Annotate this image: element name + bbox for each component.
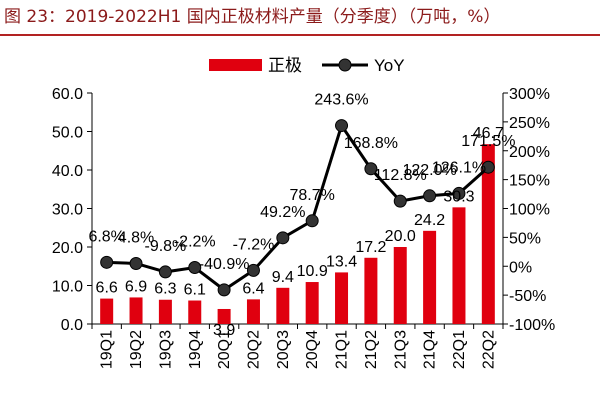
yoy-marker	[100, 255, 114, 269]
yoy-value-label: 4.8%	[118, 229, 154, 246]
yoy-value-label: 171.5%	[461, 133, 515, 150]
yoy-value-label: 78.7%	[289, 187, 334, 204]
right-y-tick-label: 0%	[509, 259, 532, 276]
bar	[393, 247, 407, 324]
bar-value-label: 6.1	[184, 282, 206, 299]
left-y-tick-label: 40.0	[52, 163, 83, 180]
x-tick-label: 20Q4	[304, 330, 321, 369]
yoy-marker	[423, 189, 437, 203]
right-y-tick-label: 50%	[509, 230, 541, 247]
legend-swatch-bar	[209, 59, 262, 71]
right-y-tick-label: 200%	[509, 144, 550, 161]
yoy-value-label: 112.8%	[374, 167, 427, 184]
right-y-tick-label: 100%	[509, 202, 550, 219]
bar-value-label: 6.3	[154, 281, 176, 298]
bar	[305, 282, 319, 324]
bar	[100, 298, 114, 324]
legend-label-bar: 正极	[268, 56, 302, 75]
figure-title: 图 23：2019-2022H1 国内正极材料产量（分季度）（万吨，%）	[4, 7, 501, 27]
x-tick-label: 19Q1	[99, 330, 116, 369]
bar	[423, 230, 437, 324]
yoy-value-label: 6.8%	[88, 228, 124, 245]
right-y-tick-label: 250%	[509, 115, 550, 132]
bar	[188, 300, 202, 324]
bar-value-label: 10.9	[297, 263, 328, 280]
yoy-value-label: 243.6%	[314, 92, 368, 109]
bar	[276, 287, 290, 324]
x-tick-label: 19Q4	[187, 330, 204, 369]
yoy-marker	[393, 194, 407, 208]
bar-value-label: 17.2	[355, 239, 386, 256]
yoy-marker	[129, 256, 143, 270]
legend-swatch-marker	[338, 58, 352, 72]
x-tick-label: 21Q3	[392, 330, 409, 369]
x-tick-label: 20Q2	[245, 330, 262, 369]
bar-value-label: 3.9	[213, 322, 235, 339]
bar	[158, 299, 172, 324]
bar	[481, 144, 495, 324]
bar-value-label: 6.4	[242, 280, 264, 297]
left-y-tick-label: 20.0	[52, 240, 83, 257]
bar	[364, 257, 378, 324]
bar-value-label: 9.4	[272, 269, 294, 286]
yoy-marker	[188, 261, 202, 275]
yoy-marker	[305, 214, 319, 228]
yoy-marker	[335, 119, 349, 133]
right-y-tick-label: 300%	[509, 86, 550, 103]
bar	[335, 272, 349, 324]
yoy-marker	[481, 160, 495, 174]
x-tick-label: 19Q2	[128, 330, 145, 369]
legend-label-line: YoY	[374, 56, 405, 75]
x-tick-label: 19Q3	[157, 330, 174, 369]
yoy-value-label: -2.2%	[174, 234, 216, 251]
yoy-value-label: -40.9%	[199, 256, 250, 273]
left-y-tick-label: 60.0	[52, 86, 83, 103]
yoy-value-label: 49.2%	[260, 204, 305, 221]
bar	[452, 207, 466, 324]
yoy-value-label: -9.8%	[144, 238, 186, 255]
title-rule	[0, 34, 600, 36]
x-tick-label: 20Q1	[216, 330, 233, 369]
yoy-value-label: 168.8%	[344, 135, 398, 152]
yoy-marker	[452, 186, 466, 200]
x-tick-label: 21Q1	[334, 330, 351, 369]
bar	[129, 297, 143, 324]
bar-value-label: 6.6	[96, 280, 118, 297]
yoy-value-label: -7.2%	[233, 236, 275, 253]
bar-value-label: 20.0	[385, 228, 416, 245]
yoy-marker	[158, 265, 172, 279]
left-y-tick-label: 30.0	[52, 202, 83, 219]
left-y-tick-label: 50.0	[52, 125, 83, 142]
bar-value-label: 13.4	[326, 253, 357, 270]
x-tick-label: 20Q3	[275, 330, 292, 369]
right-y-tick-label: 150%	[509, 173, 550, 190]
yoy-marker	[217, 283, 231, 297]
x-tick-label: 22Q1	[451, 330, 468, 369]
right-y-tick-label: -100%	[509, 317, 555, 334]
x-tick-label: 21Q2	[363, 330, 380, 369]
bar	[217, 308, 231, 324]
yoy-marker	[246, 263, 260, 277]
bar-value-label: 46.7	[473, 125, 504, 142]
right-y-tick-label: -50%	[509, 288, 546, 305]
yoy-value-label: 122.0%	[402, 162, 456, 179]
bar-value-label: 30.3	[443, 188, 474, 205]
bar-value-label: 6.9	[125, 278, 147, 295]
yoy-value-label: 126.1%	[432, 159, 486, 176]
x-tick-label: 21Q4	[422, 330, 439, 369]
x-tick-label: 22Q2	[480, 330, 497, 369]
left-y-tick-label: 0.0	[61, 317, 83, 334]
bar-value-label: 24.2	[414, 212, 445, 229]
left-y-tick-label: 10.0	[52, 279, 83, 296]
yoy-marker	[276, 231, 290, 245]
yoy-marker	[364, 162, 378, 176]
bar	[246, 299, 260, 324]
